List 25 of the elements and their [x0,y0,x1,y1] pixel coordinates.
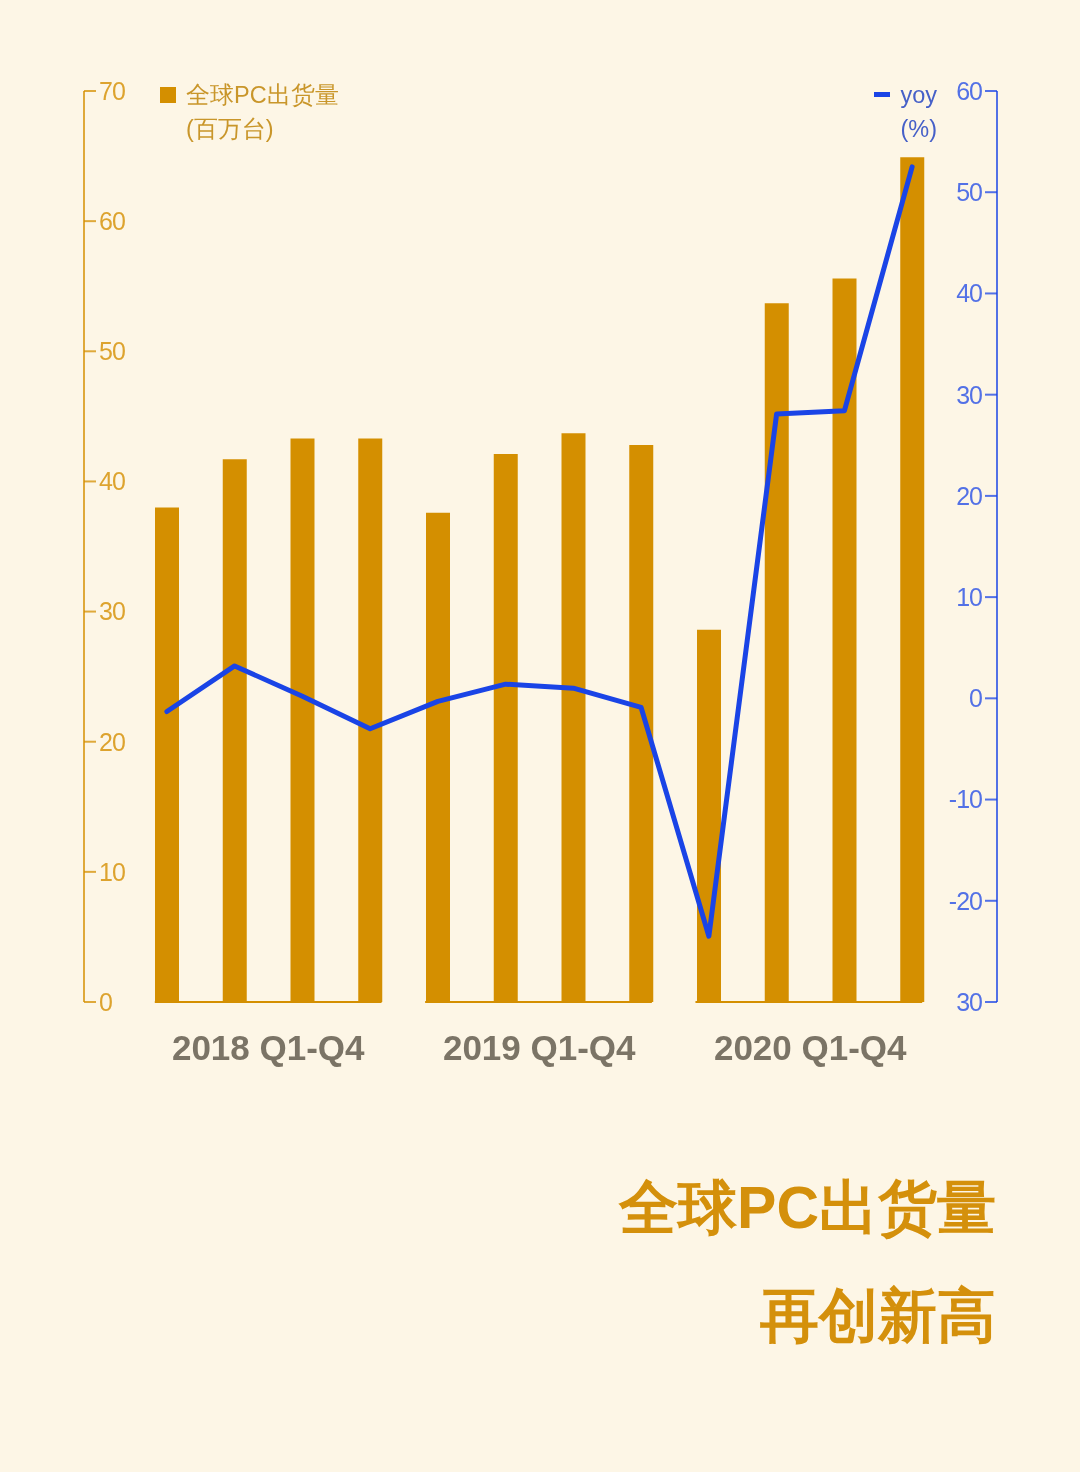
y2-tick-label: 10 [956,582,983,611]
y-tick-label: 10 [99,857,125,886]
text: 2020 Q1-Q4 [713,1028,908,1067]
y2-tick-label: -10 [948,785,983,814]
y-tick-label: 50 [99,337,125,366]
y2-tick-label: 40 [956,279,983,308]
y2-tick-label: 30 [956,987,983,1016]
text: 2018 Q1-Q4 [171,1028,366,1067]
y-tick-label: 70 [99,76,125,105]
text: 再创新高 [759,1282,996,1351]
y2-tick-label: -20 [948,886,983,915]
text: 2019 Q1-Q4 [442,1028,637,1067]
legend-label: yoy (%) [900,81,937,144]
y-tick-label: 20 [99,727,125,756]
y2-tick-label: 60 [956,76,983,105]
legend-label: 全球PC出货量 (百万台) [186,81,339,144]
y-tick-label: 30 [99,597,125,626]
y-tick-label: 60 [99,207,125,236]
y-tick-label: 0 [99,987,112,1016]
y2-tick-label: 50 [956,178,983,207]
y2-tick-label: 30 [956,380,983,409]
y2-tick-label: 20 [956,481,983,510]
y-tick-label: 40 [99,467,125,496]
y2-tick-label: 0 [969,684,983,713]
text: 全球PC出货量 [619,1174,996,1243]
